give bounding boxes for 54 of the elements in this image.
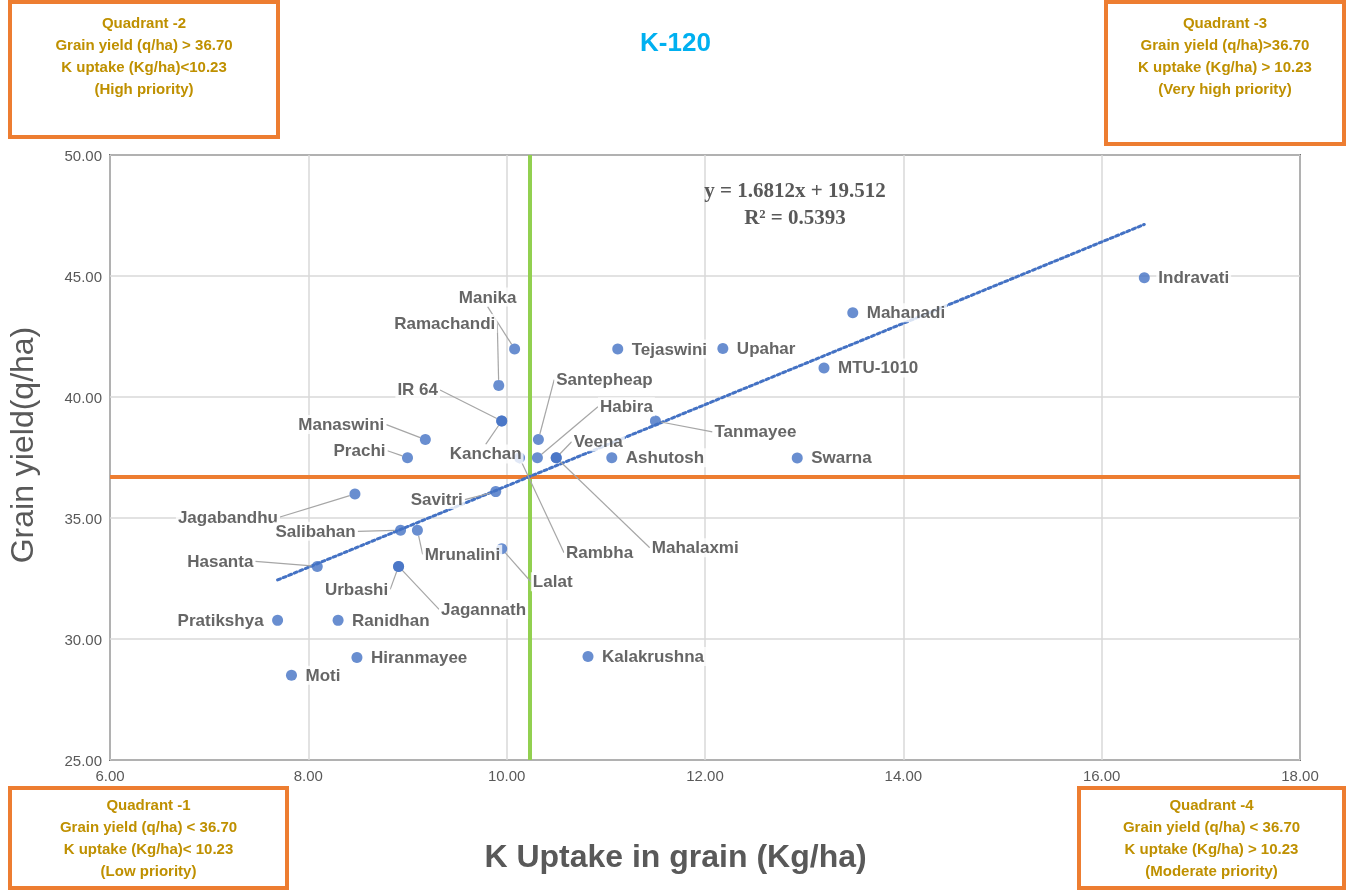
y-tick-label: 30.00: [64, 630, 102, 648]
x-tick-label: 16.00: [1082, 767, 1121, 784]
annotation: y = 1.6812x + 19.512: [703, 178, 887, 203]
x-tick-label: 10.00: [487, 767, 526, 784]
x-tick-label: 6.00: [95, 767, 125, 784]
data-label: Pratikshya: [177, 610, 265, 630]
data-label: Kanchan: [449, 444, 522, 464]
data-label: IR 64: [397, 380, 439, 400]
data-label: Upahar: [736, 339, 796, 359]
data-label: Jagannath: [441, 599, 527, 619]
data-label: Swarna: [811, 448, 873, 468]
data-label: Mahanadi: [866, 303, 946, 323]
data-label: Veena: [573, 432, 624, 452]
data-label: Savitri: [410, 490, 463, 510]
data-label: Hiranmayee: [370, 647, 468, 667]
x-axis-title: K Uptake in grain (Kg/ha): [484, 838, 867, 874]
data-label: Ranidhan: [352, 610, 430, 630]
text-box: Quadrant -2 Grain yield (q/ha) > 36.70 K uptake (Kg/ha)<10.23 (High priority): [8, 0, 280, 139]
data-label: Lalat: [532, 572, 573, 592]
data-label: Tejaswini: [631, 339, 707, 359]
data-label: Indravati: [1158, 268, 1230, 288]
data-label: Jagabandhu: [177, 507, 278, 527]
data-label: Mahalaxmi: [651, 538, 739, 558]
data-label: Prachi: [333, 441, 386, 461]
text-box: Quadrant -4 Grain yield (q/ha) < 36.70 K uptake (Kg/ha) > 10.23 (Moderate priority): [1077, 786, 1346, 890]
annotation: R² = 0.5393: [743, 205, 847, 230]
y-tick-label: 25.00: [64, 751, 102, 769]
y-tick-label: 50.00: [64, 146, 102, 164]
data-label: Tanmayee: [714, 422, 797, 442]
y-tick-label: 35.00: [64, 509, 102, 527]
data-label: Habira: [599, 397, 654, 417]
data-label: Moti: [305, 665, 341, 685]
y-tick-label: 45.00: [64, 267, 102, 285]
data-label: Ashutosh: [625, 448, 705, 468]
data-label: Ramachandi: [394, 313, 496, 333]
y-tick-label: 40.00: [64, 388, 102, 406]
data-label: Mrunalini: [424, 544, 501, 564]
chart-title: K-120: [640, 27, 711, 57]
text-box: Quadrant -1 Grain yield (q/ha) < 36.70 K uptake (Kg/ha)< 10.23 (Low priority): [8, 786, 289, 890]
data-label: Salibahan: [275, 521, 356, 541]
data-label: Manika: [458, 287, 517, 307]
x-tick-label: 14.00: [884, 767, 923, 784]
data-label: Urbashi: [324, 579, 389, 599]
data-label: Rambha: [566, 543, 634, 563]
data-label: Santepheap: [556, 370, 653, 390]
x-tick-label: 8.00: [293, 767, 323, 784]
text-box: Quadrant -3 Grain yield (q/ha)>36.70 K uptake (Kg/ha) > 10.23 (Very high priority): [1104, 0, 1346, 146]
x-tick-label: 12.00: [686, 767, 724, 784]
data-label: Hasanta: [187, 551, 254, 571]
y-axis-title: Grain yield(q/ha): [4, 326, 40, 564]
data-label: Kalakrushna: [601, 646, 705, 666]
data-label: Manaswini: [298, 415, 385, 435]
x-tick-label: 18.00: [1281, 767, 1319, 784]
data-label: MTU-1010: [837, 358, 919, 378]
